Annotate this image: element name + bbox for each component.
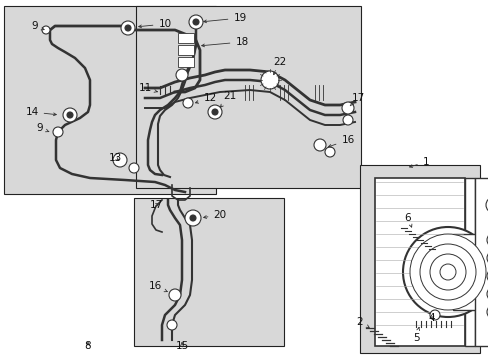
Text: 14: 14 — [25, 107, 56, 117]
Circle shape — [485, 197, 488, 213]
Circle shape — [486, 251, 488, 265]
Text: 2: 2 — [356, 317, 368, 328]
Text: 16: 16 — [148, 281, 167, 292]
Circle shape — [439, 264, 455, 280]
Circle shape — [63, 108, 77, 122]
Circle shape — [402, 227, 488, 317]
Text: 22: 22 — [273, 57, 286, 75]
Bar — [474, 178, 488, 346]
Circle shape — [486, 269, 488, 283]
Circle shape — [409, 234, 485, 310]
Text: 6: 6 — [404, 213, 411, 227]
Circle shape — [341, 102, 353, 114]
Circle shape — [325, 147, 334, 157]
Text: 5: 5 — [412, 327, 419, 343]
Circle shape — [429, 310, 439, 320]
Text: 12: 12 — [195, 93, 216, 103]
Circle shape — [193, 19, 199, 25]
Circle shape — [125, 25, 131, 31]
Bar — [134, 198, 284, 346]
Bar — [178, 33, 194, 43]
Text: 10: 10 — [139, 19, 171, 29]
Circle shape — [167, 320, 177, 330]
Circle shape — [42, 26, 50, 34]
Text: 9: 9 — [32, 21, 44, 31]
Bar — [359, 165, 479, 353]
Circle shape — [169, 289, 181, 301]
Text: 3: 3 — [0, 359, 1, 360]
Text: 8: 8 — [84, 341, 91, 351]
Text: 18: 18 — [201, 37, 248, 47]
Text: 21: 21 — [220, 91, 236, 107]
Circle shape — [129, 163, 139, 173]
Circle shape — [184, 210, 201, 226]
Bar — [4, 6, 216, 194]
Circle shape — [313, 139, 325, 151]
Circle shape — [429, 254, 465, 290]
Circle shape — [121, 21, 135, 35]
Circle shape — [190, 215, 196, 221]
Text: 15: 15 — [175, 341, 188, 351]
Circle shape — [67, 112, 73, 118]
Text: 17: 17 — [349, 93, 364, 106]
Text: 11: 11 — [138, 83, 157, 93]
Text: 1: 1 — [409, 157, 428, 167]
Bar — [178, 57, 194, 67]
Circle shape — [207, 105, 222, 119]
Circle shape — [53, 127, 63, 137]
Bar — [452, 234, 488, 310]
Circle shape — [419, 244, 475, 300]
Circle shape — [486, 287, 488, 301]
Text: 16: 16 — [328, 135, 354, 147]
Circle shape — [189, 15, 203, 29]
Circle shape — [486, 305, 488, 319]
Bar — [464, 178, 474, 346]
Text: 13: 13 — [108, 153, 122, 163]
Text: 7: 7 — [0, 359, 1, 360]
Text: 9: 9 — [37, 123, 49, 133]
Text: 20: 20 — [203, 210, 226, 220]
Circle shape — [261, 71, 279, 89]
Circle shape — [183, 98, 193, 108]
Circle shape — [212, 109, 218, 115]
Bar — [482, 230, 488, 315]
Bar — [136, 6, 360, 188]
Bar — [178, 45, 194, 55]
Circle shape — [342, 115, 352, 125]
Text: 17: 17 — [149, 200, 163, 210]
Text: 19: 19 — [203, 13, 246, 23]
Text: 4: 4 — [428, 313, 434, 323]
Circle shape — [486, 233, 488, 247]
Bar — [374, 178, 464, 346]
Circle shape — [176, 69, 187, 81]
Circle shape — [113, 153, 127, 167]
